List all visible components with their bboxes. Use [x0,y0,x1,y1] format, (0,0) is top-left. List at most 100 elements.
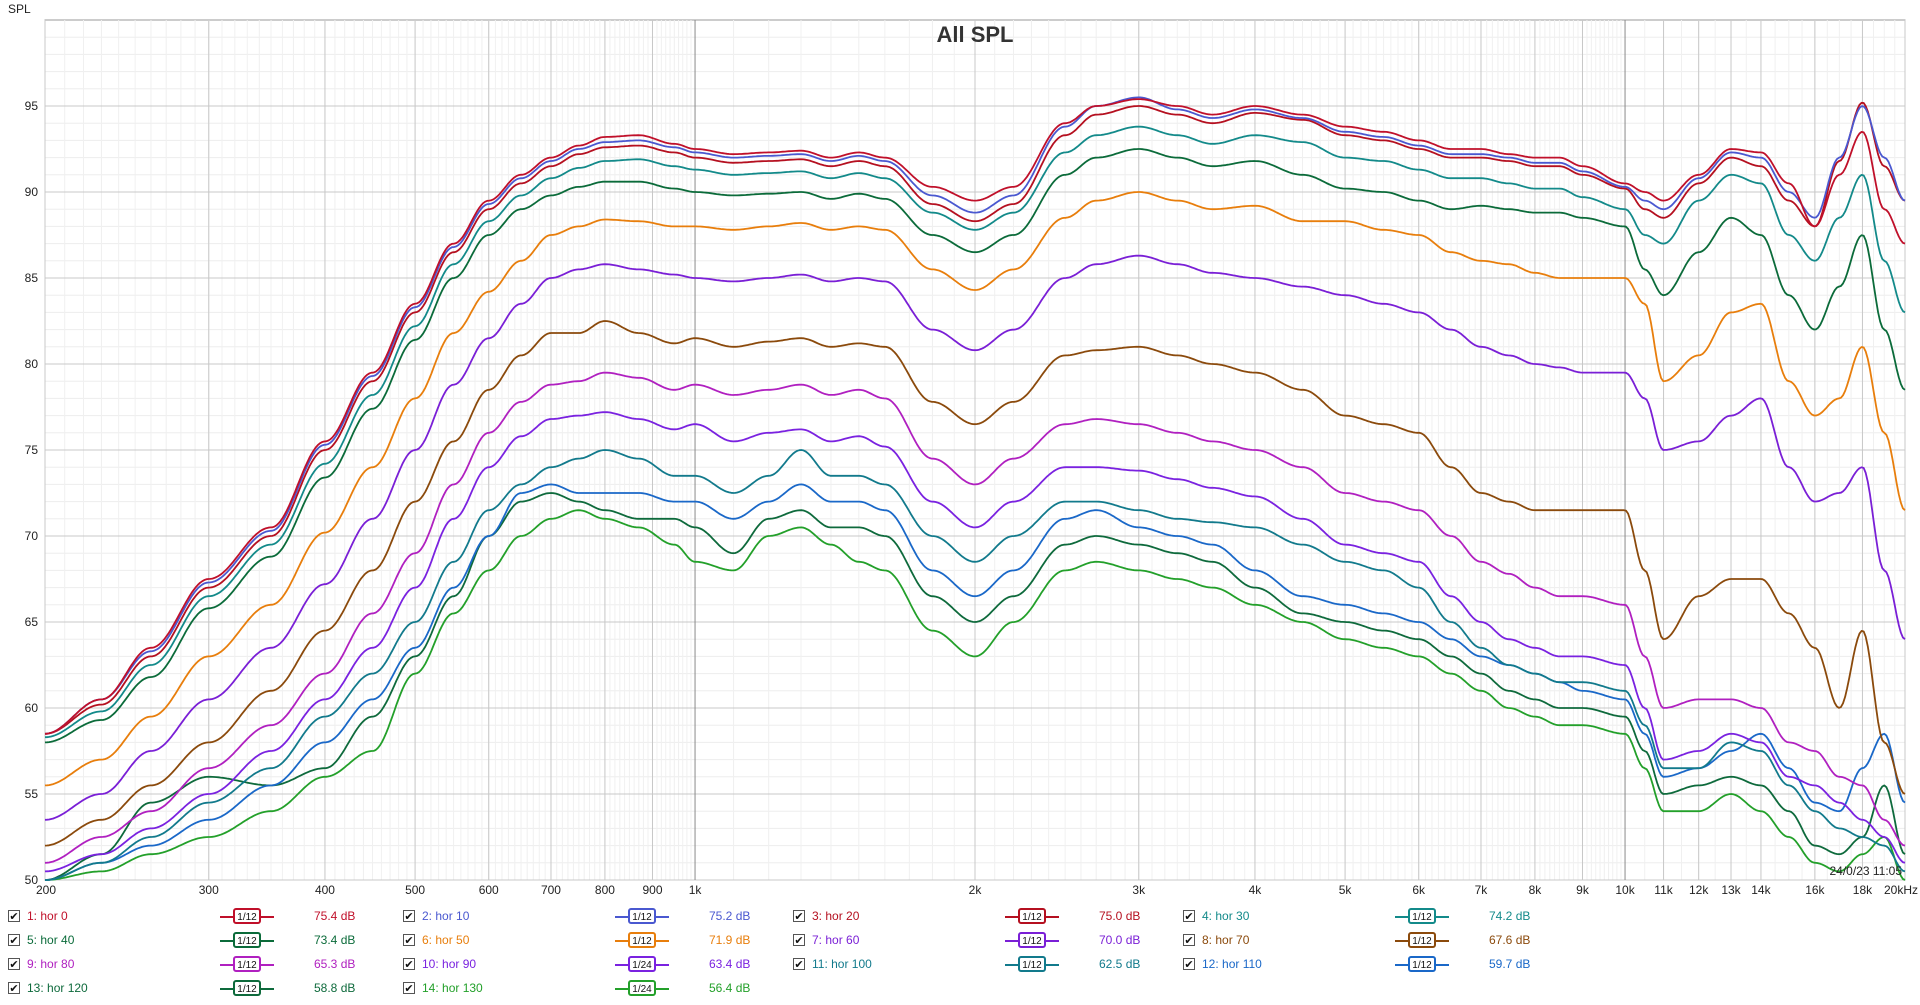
spl-chart[interactable]: 50 55 60 65 70 75 80 85 90 95 200 300 400 500 600 700 80… [0,0,1920,895]
legend-smoothing-label: 1/12 [1018,956,1046,972]
x-tick-label: 3k [1132,883,1146,895]
legend-smoothing-label: 1/12 [1018,932,1046,948]
legend-level-value: 75.0 dB [1099,909,1141,923]
legend-smoothing-badge[interactable]: 1/12 [1395,931,1449,951]
legend-checkbox[interactable]: ✔ [1183,910,1195,923]
legend-checkbox[interactable]: ✔ [793,910,805,923]
x-tick-label: 200 [36,883,56,895]
legend-level-value: 73.4 dB [314,933,356,947]
x-tick-label: 8k [1529,883,1543,895]
legend-smoothing-label: 1/12 [233,956,261,972]
chart-title: All SPL [936,22,1013,47]
legend-checkbox[interactable]: ✔ [403,958,415,971]
x-tick-label: 10k [1615,883,1635,895]
series-line-11 [44,449,1906,881]
chart-canvas[interactable]: 50 55 60 65 70 75 80 85 90 95 200 300 400 500 600 700 80… [0,0,1920,895]
legend-checkbox[interactable]: ✔ [1183,934,1195,947]
y-tick-label: 90 [25,185,39,199]
legend-checkbox[interactable]: ✔ [8,934,20,947]
x-tick-label: 500 [405,883,425,895]
x-tick-label: 400 [315,883,335,895]
legend-level-value: 63.4 dB [709,957,751,971]
legend-smoothing-badge[interactable]: 1/24 [615,979,669,999]
legend-smoothing-badge[interactable]: 1/12 [220,979,274,999]
x-tick-label: 900 [642,883,662,895]
x-tick-label: 1k [689,883,703,895]
legend-smoothing-badge[interactable]: 1/12 [1395,907,1449,927]
legend-smoothing-badge[interactable]: 1/12 [615,907,669,927]
legend-checkbox[interactable]: ✔ [8,910,20,923]
legend-smoothing-badge[interactable]: 1/12 [615,931,669,951]
legend-checkbox[interactable]: ✔ [403,910,415,923]
legend-smoothing-badge[interactable]: 1/12 [220,907,274,927]
x-tick-label: 6k [1412,883,1426,895]
legend-series-name: 7: hor 60 [812,933,860,947]
legend-smoothing-label: 1/12 [628,908,656,924]
series-line-9 [44,371,1906,864]
legend-smoothing-badge[interactable]: 1/24 [615,955,669,975]
series-layer [44,96,1906,881]
y-tick-label: 70 [25,529,39,543]
legend-series-name: 8: hor 70 [1202,933,1250,947]
legend-level-value: 75.4 dB [314,909,356,923]
x-tick-label: 20kHz [1884,883,1918,895]
x-tick-label: 18k [1853,883,1873,895]
x-tick-label: 7k [1475,883,1489,895]
x-tick-label: 14k [1751,883,1771,895]
legend-series-name: 11: hor 100 [812,957,872,971]
x-tick-label: 700 [541,883,561,895]
legend-row: ✔ 5: hor 40 1/12 73.4 dB ✔ 6: hor 50 1/12 71.9 … [0,929,1920,953]
legend-level-value: 62.5 dB [1099,957,1141,971]
legend: ✔ 1: hor 0 1/12 75.4 dB ✔ 2: hor 10 1/12 75.2 d… [0,905,1920,1005]
series-line-3 [44,101,1906,735]
legend-checkbox[interactable]: ✔ [1183,958,1195,971]
legend-smoothing-badge[interactable]: 1/12 [220,931,274,951]
legend-series-name: 14: hor 130 [422,981,483,995]
legend-checkbox[interactable]: ✔ [8,982,20,995]
legend-smoothing-badge[interactable]: 1/12 [1005,955,1059,975]
legend-level-value: 70.0 dB [1099,933,1141,947]
legend-checkbox[interactable]: ✔ [403,934,415,947]
legend-level-value: 58.8 dB [314,981,356,995]
y-tick-label: 85 [25,271,39,285]
legend-series-name: 3: hor 20 [812,909,860,923]
legend-level-value: 75.2 dB [709,909,751,923]
legend-checkbox[interactable]: ✔ [793,958,805,971]
y-tick-label: 65 [25,615,39,629]
legend-level-value: 65.3 dB [314,957,356,971]
y-axis-label: SPL [8,2,31,16]
series-line-5 [44,148,1906,744]
x-tick-label: 600 [479,883,499,895]
legend-smoothing-badge[interactable]: 1/12 [1005,931,1059,951]
legend-smoothing-label: 1/12 [628,932,656,948]
y-tick-label: 95 [25,99,39,113]
y-tick-label: 80 [25,357,39,371]
legend-checkbox[interactable]: ✔ [403,982,415,995]
legend-smoothing-badge[interactable]: 1/12 [1395,955,1449,975]
legend-smoothing-label: 1/12 [1408,932,1436,948]
x-tick-label: 4k [1249,883,1263,895]
timestamp: 24/0/23 11:05 [1829,864,1902,878]
x-tick-label: 13k [1721,883,1741,895]
legend-checkbox[interactable]: ✔ [793,934,805,947]
legend-level-value: 71.9 dB [709,933,751,947]
series-line-13 [44,492,1906,881]
series-line-10 [44,411,1906,873]
legend-checkbox[interactable]: ✔ [8,958,20,971]
legend-series-name: 9: hor 80 [27,957,75,971]
legend-smoothing-label: 1/12 [233,908,261,924]
series-line-6 [44,191,1906,787]
legend-smoothing-label: 1/12 [233,980,261,996]
legend-series-name: 2: hor 10 [422,909,470,923]
legend-row: ✔ 13: hor 120 1/12 58.8 dB ✔ 14: hor 130 1/24 5… [0,977,1920,1001]
legend-level-value: 74.2 dB [1489,909,1531,923]
legend-series-name: 4: hor 30 [1202,909,1250,923]
y-tick-label: 60 [25,701,39,715]
series-line-4 [45,125,1906,739]
legend-row: ✔ 9: hor 80 1/12 65.3 dB ✔ 10: hor 90 1/24 63.4… [0,953,1920,977]
legend-smoothing-badge[interactable]: 1/12 [220,955,274,975]
x-tick-label: 16k [1805,883,1825,895]
legend-smoothing-badge[interactable]: 1/12 [1005,907,1059,927]
x-tick-label: 12k [1689,883,1709,895]
legend-series-name: 5: hor 40 [27,933,75,947]
